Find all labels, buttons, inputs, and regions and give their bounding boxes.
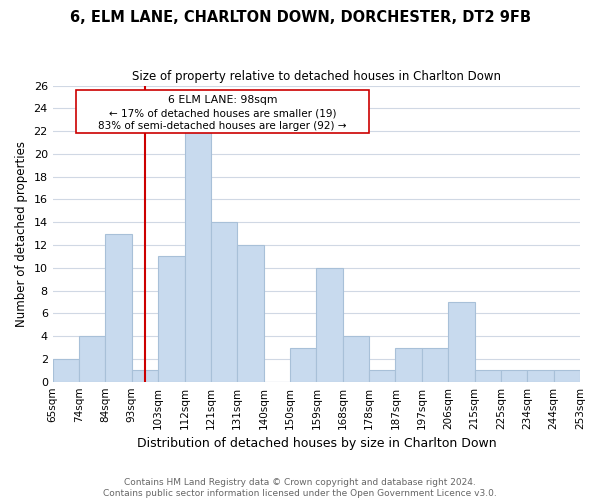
Title: Size of property relative to detached houses in Charlton Down: Size of property relative to detached ho… <box>132 70 501 83</box>
Bar <box>79 336 106 382</box>
Bar <box>106 234 132 382</box>
Bar <box>554 370 580 382</box>
Text: ← 17% of detached houses are smaller (19): ← 17% of detached houses are smaller (19… <box>109 108 337 118</box>
Bar <box>369 370 395 382</box>
Bar <box>501 370 527 382</box>
Bar <box>316 268 343 382</box>
Bar <box>422 348 448 382</box>
Bar <box>211 222 237 382</box>
Bar <box>395 348 422 382</box>
Bar <box>185 131 211 382</box>
Bar <box>527 370 554 382</box>
Bar <box>343 336 369 382</box>
Bar <box>132 370 158 382</box>
Text: 83% of semi-detached houses are larger (92) →: 83% of semi-detached houses are larger (… <box>98 121 347 131</box>
Bar <box>158 256 185 382</box>
X-axis label: Distribution of detached houses by size in Charlton Down: Distribution of detached houses by size … <box>137 437 496 450</box>
Text: 6, ELM LANE, CHARLTON DOWN, DORCHESTER, DT2 9FB: 6, ELM LANE, CHARLTON DOWN, DORCHESTER, … <box>70 10 530 25</box>
Bar <box>475 370 501 382</box>
Bar <box>53 359 79 382</box>
Y-axis label: Number of detached properties: Number of detached properties <box>15 140 28 326</box>
Text: 6 ELM LANE: 98sqm: 6 ELM LANE: 98sqm <box>168 94 277 104</box>
Bar <box>448 302 475 382</box>
FancyBboxPatch shape <box>76 90 369 134</box>
Text: Contains HM Land Registry data © Crown copyright and database right 2024.
Contai: Contains HM Land Registry data © Crown c… <box>103 478 497 498</box>
Bar <box>237 245 263 382</box>
Bar <box>290 348 316 382</box>
